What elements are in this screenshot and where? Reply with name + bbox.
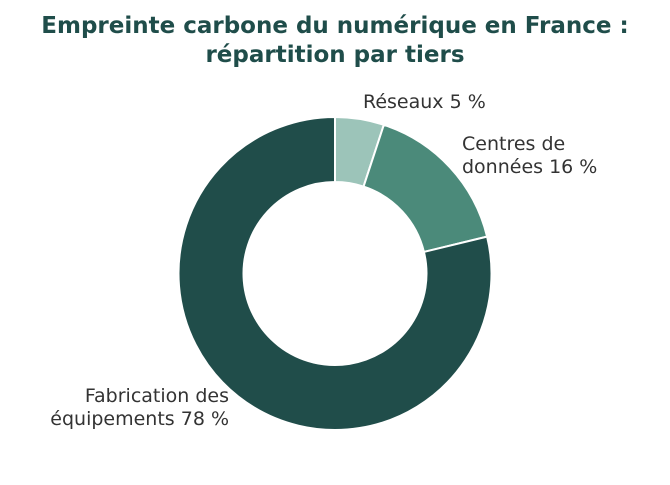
chart-title-line-2: répartition par tiers — [205, 42, 465, 68]
slice-label-fabrication: Fabrication des équipements 78 % — [50, 385, 229, 431]
chart-title: Empreinte carbone du numérique en France… — [0, 12, 670, 70]
slice-fabrication — [177, 115, 493, 431]
slice-label-centres-line-2: données 16 % — [462, 156, 598, 178]
slice-label-reseaux: Réseaux 5 % — [363, 91, 486, 114]
donut-slices — [177, 115, 493, 431]
slice-label-reseaux-line-1: Réseaux 5 % — [363, 91, 486, 113]
chart-title-line-1: Empreinte carbone du numérique en France… — [41, 13, 629, 39]
slice-label-fabrication-line-1: Fabrication des — [84, 385, 229, 407]
slice-label-centres-de-donnees: Centres de données 16 % — [462, 133, 597, 179]
slice-label-fabrication-line-2: équipements 78 % — [50, 408, 229, 430]
slice-label-centres-line-1: Centres de — [462, 133, 566, 155]
